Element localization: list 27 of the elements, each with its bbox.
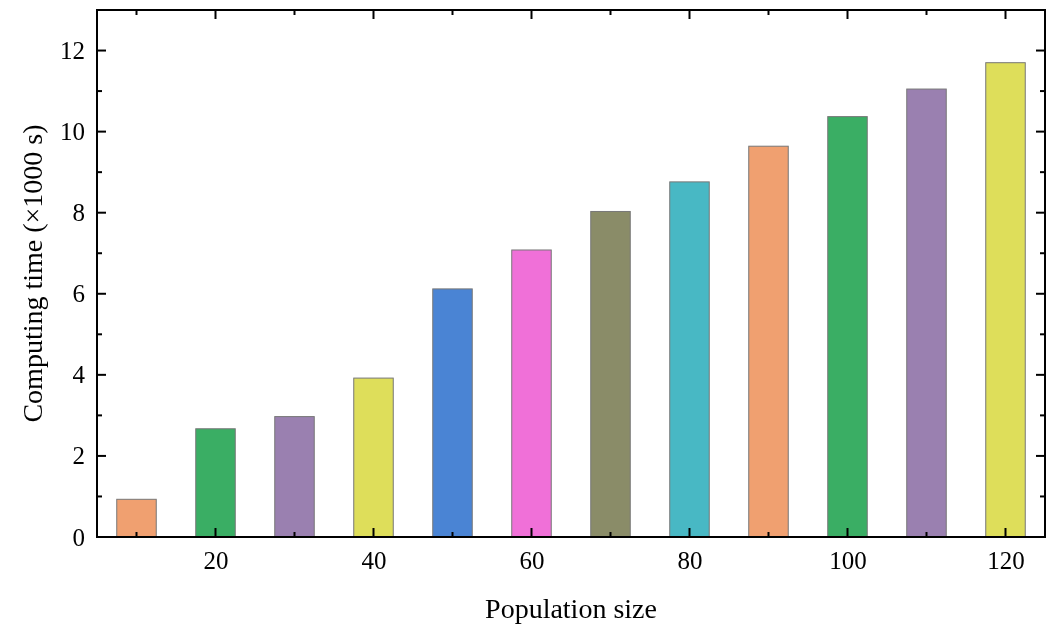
bar [511, 249, 552, 538]
y-tick-label: 8 [72, 199, 85, 227]
y-tick-label: 10 [60, 118, 85, 146]
x-tick-label: 80 [677, 546, 703, 574]
x-tick-label: 120 [987, 546, 1025, 574]
bar [906, 88, 947, 538]
y-tick-label: 2 [72, 442, 85, 470]
bar [669, 181, 710, 538]
bar [116, 498, 157, 538]
x-tick-label: 20 [203, 546, 229, 574]
bar [748, 145, 789, 538]
bar [432, 288, 473, 538]
bar [985, 62, 1026, 538]
bar [590, 210, 631, 538]
bar [274, 416, 315, 538]
x-axis-title: Population size [485, 593, 657, 624]
x-tick-label: 100 [829, 546, 867, 574]
y-tick-label: 4 [72, 361, 86, 389]
bar [195, 428, 236, 538]
y-tick-label: 0 [72, 523, 85, 551]
y-tick-label: 6 [72, 280, 85, 308]
bar [353, 377, 394, 538]
x-tick-label: 60 [519, 546, 545, 574]
bar [827, 116, 868, 538]
y-axis-title: Computing time (×1000 s) [17, 124, 48, 423]
x-tick-label: 40 [361, 546, 387, 574]
y-tick-label: 12 [60, 37, 85, 65]
